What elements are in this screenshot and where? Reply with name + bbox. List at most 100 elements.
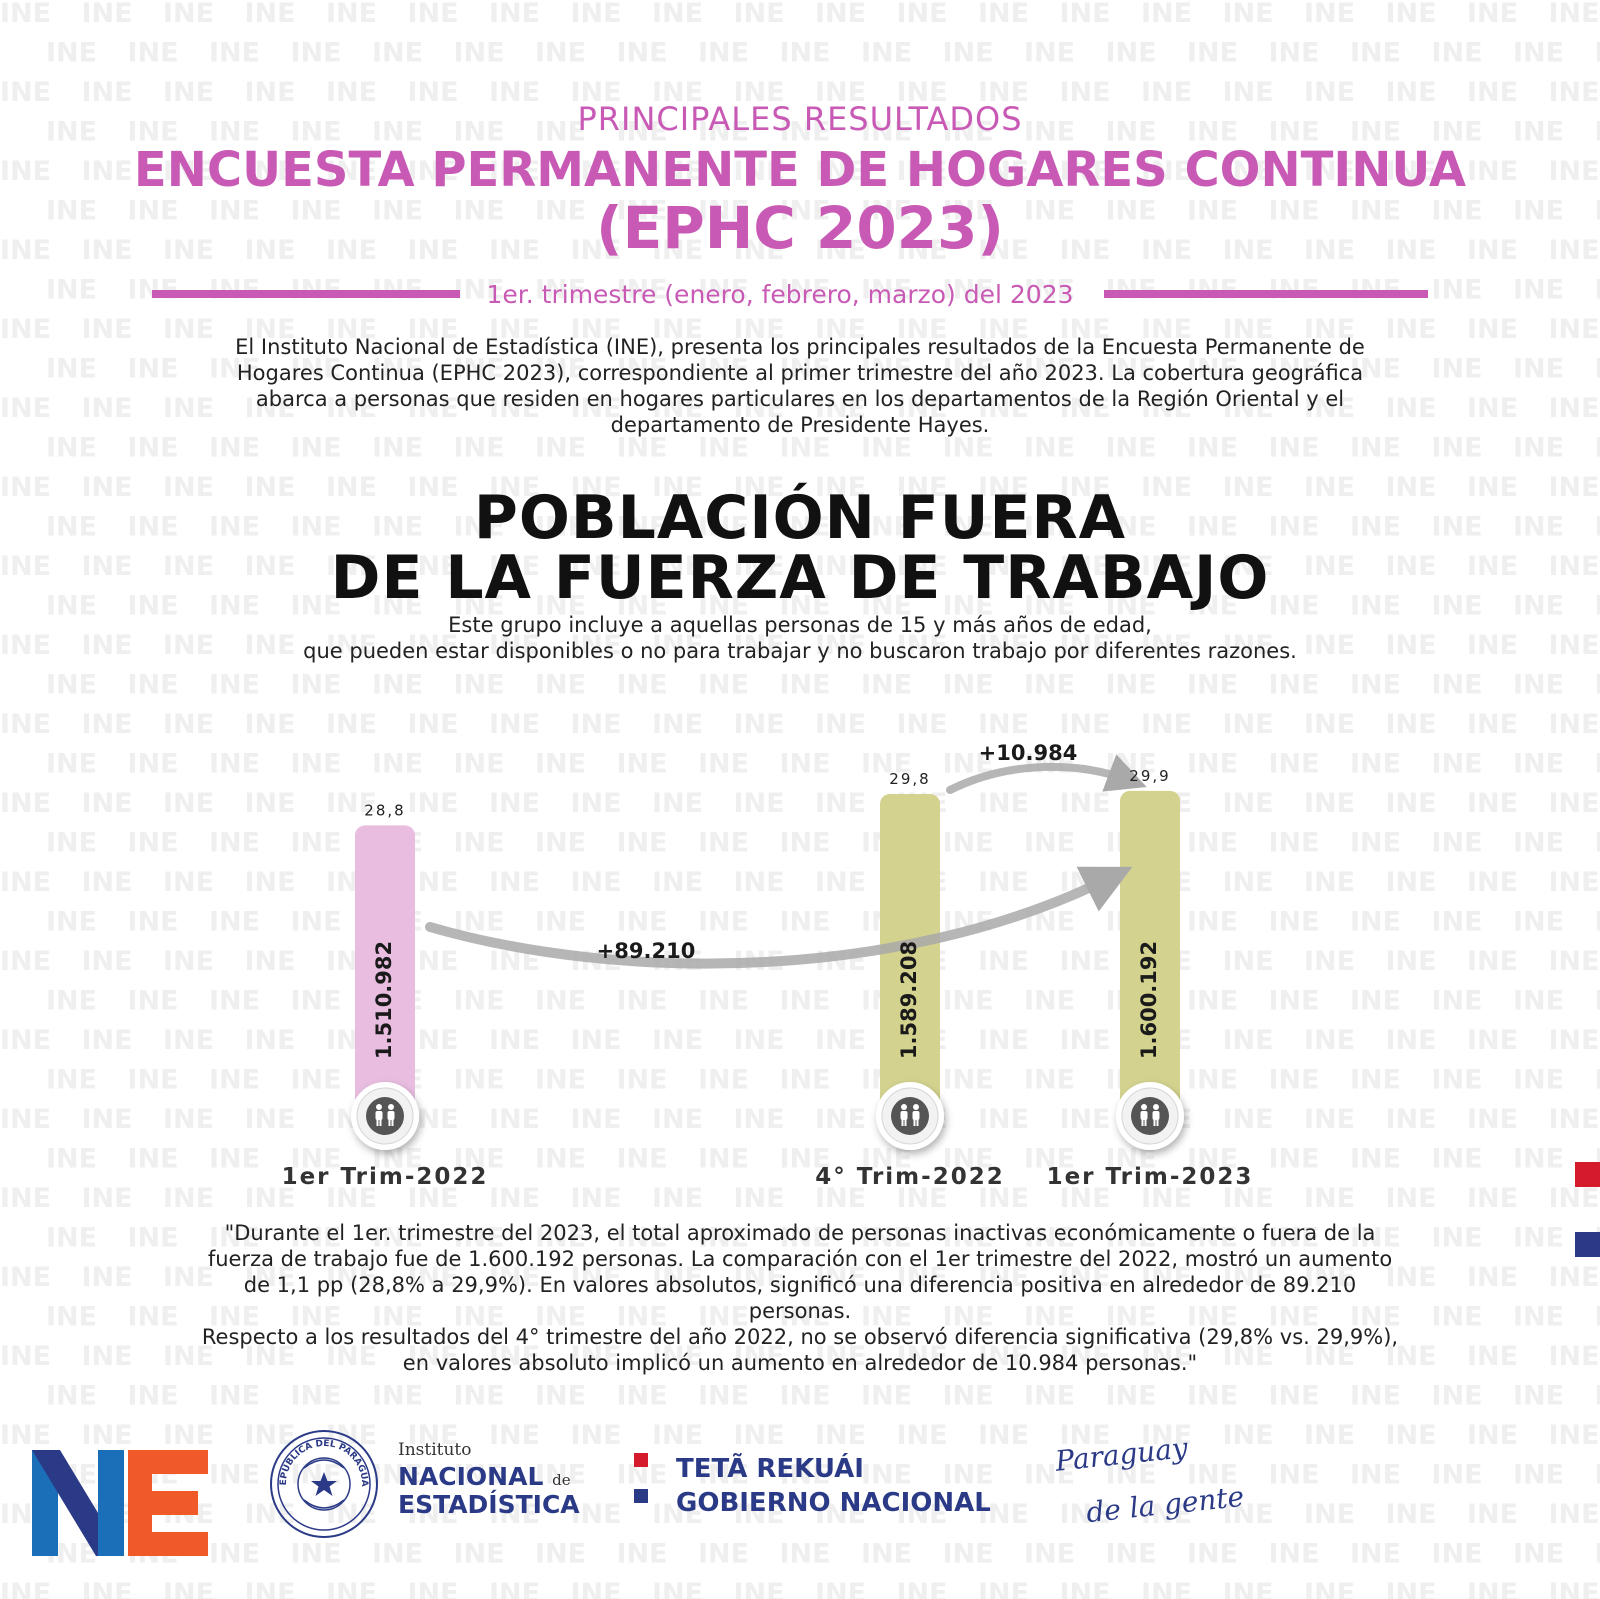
watermark-word: INE — [163, 77, 214, 108]
watermark-word: INE — [291, 828, 342, 859]
watermark-word: INE — [1513, 1460, 1564, 1491]
watermark-word: INE — [82, 0, 133, 29]
watermark-word: INE — [535, 1065, 586, 1096]
watermark-word: INE — [652, 472, 703, 503]
watermark-word: INE — [1024, 986, 1075, 1017]
watermark-word: INE — [1024, 670, 1075, 701]
watermark-word: INE — [1595, 1539, 1600, 1570]
watermark-word: INE — [1187, 512, 1238, 543]
watermark-word: INE — [326, 77, 377, 108]
watermark-word: INE — [245, 0, 296, 29]
watermark-word: INE — [1223, 0, 1274, 29]
watermark-word: INE — [372, 433, 423, 464]
watermark-word: INE — [163, 630, 214, 661]
watermark-word: INE — [1106, 117, 1157, 148]
watermark-word: INE — [815, 1341, 866, 1372]
watermark-word: INE — [780, 1539, 831, 1570]
watermark-word: INE — [1549, 472, 1600, 503]
watermark-word: INE — [489, 156, 540, 187]
watermark-word: INE — [408, 788, 459, 819]
watermark-word: INE — [815, 630, 866, 661]
section-desc-line2: que pueden estar disponibles o no para t… — [303, 639, 1297, 663]
watermark-word: INE — [897, 1183, 948, 1214]
watermark-word: INE — [1549, 1025, 1600, 1056]
watermark-word: INE — [815, 314, 866, 345]
watermark-word: INE — [1467, 788, 1518, 819]
watermark-word: INE — [943, 828, 994, 859]
watermark-word: INE — [291, 1065, 342, 1096]
watermark-word: INE — [1269, 591, 1320, 622]
watermark-word: INE — [372, 354, 423, 385]
watermark-word: INE — [897, 235, 948, 266]
watermark-word: INE — [897, 393, 948, 424]
watermark-word: INE — [291, 1381, 342, 1412]
watermark-word: INE — [1141, 1578, 1192, 1599]
watermark-word: INE — [163, 235, 214, 266]
watermark-word: INE — [408, 1341, 459, 1372]
watermark-word: INE — [245, 1025, 296, 1056]
watermark-word: INE — [489, 77, 540, 108]
watermark-word: INE — [1513, 1065, 1564, 1096]
watermark-word: INE — [0, 1025, 51, 1056]
watermark-word: INE — [978, 472, 1029, 503]
watermark-word: INE — [0, 946, 51, 977]
category-label: 1er Trim-2022 — [282, 1164, 489, 1190]
watermark-word: INE — [1513, 828, 1564, 859]
watermark-word: INE — [617, 749, 668, 780]
watermark-word: INE — [1386, 1183, 1437, 1214]
people-icon — [876, 1082, 944, 1150]
watermark-word: INE — [408, 472, 459, 503]
watermark-word: INE — [372, 1539, 423, 1570]
watermark-word: INE — [617, 512, 668, 543]
watermark-word: INE — [489, 1183, 540, 1214]
watermark-word: INE — [82, 1025, 133, 1056]
watermark-word: INE — [1513, 196, 1564, 227]
watermark-word: INE — [1060, 1499, 1111, 1530]
watermark-word: INE — [372, 591, 423, 622]
watermark-word: INE — [408, 1499, 459, 1530]
watermark-word: INE — [1269, 1065, 1320, 1096]
watermark-word: INE — [815, 77, 866, 108]
watermark-word: INE — [780, 354, 831, 385]
watermark-word: INE — [978, 1025, 1029, 1056]
watermark-word: INE — [897, 630, 948, 661]
watermark-word: INE — [861, 512, 912, 543]
watermark-word: INE — [1386, 1025, 1437, 1056]
watermark-word: INE — [652, 1420, 703, 1451]
watermark-word: INE — [1467, 1104, 1518, 1135]
watermark-word: INE — [1060, 1341, 1111, 1372]
watermark-word: INE — [1269, 512, 1320, 543]
watermark-word: INE — [1304, 1262, 1355, 1293]
people-icon — [1116, 1082, 1184, 1150]
watermark-word: INE — [372, 1302, 423, 1333]
section-desc-line1: Este grupo incluye a aquellas personas d… — [448, 613, 1152, 637]
watermark-word: INE — [780, 591, 831, 622]
watermark-word: INE — [1024, 1539, 1075, 1570]
watermark-word: INE — [1060, 1578, 1111, 1599]
watermark-word: INE — [372, 196, 423, 227]
watermark-word: INE — [1060, 1262, 1111, 1293]
watermark-word: INE — [1467, 1578, 1518, 1599]
watermark-word: INE — [780, 1302, 831, 1333]
watermark-word: INE — [1595, 670, 1600, 701]
watermark-word: INE — [0, 1262, 51, 1293]
watermark-word: INE — [943, 1460, 994, 1491]
watermark-word: INE — [571, 1578, 622, 1599]
watermark-word: INE — [1350, 828, 1401, 859]
watermark-word: INE — [1024, 591, 1075, 622]
republic-seal-icon: REPÚBLICA DEL PARAGUAY — [268, 1428, 378, 1538]
watermark-word: INE — [489, 1025, 540, 1056]
watermark-word: INE — [372, 117, 423, 148]
watermark-word: INE — [408, 393, 459, 424]
watermark-word: INE — [1141, 709, 1192, 740]
watermark-word: INE — [82, 630, 133, 661]
watermark-word: INE — [0, 867, 51, 898]
watermark-word: INE — [698, 907, 749, 938]
watermark-word: INE — [897, 1499, 948, 1530]
watermark-word: INE — [861, 433, 912, 464]
watermark-word: INE — [372, 38, 423, 69]
watermark-word: INE — [1432, 1460, 1483, 1491]
watermark-word: INE — [408, 314, 459, 345]
watermark-word: INE — [1549, 235, 1600, 266]
watermark-word: INE — [209, 749, 260, 780]
